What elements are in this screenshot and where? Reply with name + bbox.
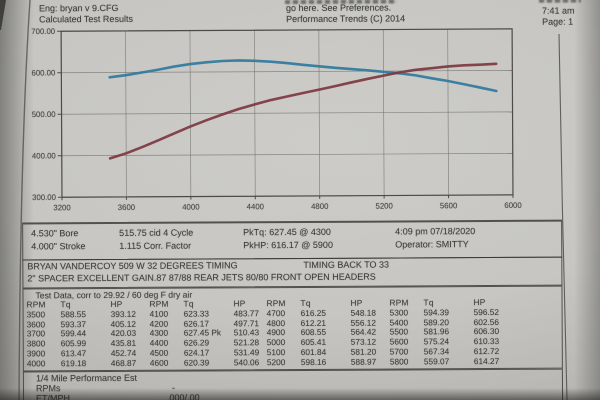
y-tick-label: 700.00 — [31, 27, 56, 36]
operator-name: Operator: SMITTY — [395, 239, 469, 250]
bottom-edge-shadow — [0, 388, 600, 400]
x-tick-label: 5200 — [375, 202, 393, 211]
data-cell: 468.87 — [110, 357, 137, 368]
y-tick-label: 600.00 — [31, 68, 56, 77]
plot-border — [60, 28, 514, 198]
data-cell: 4600 — [149, 357, 169, 368]
comments-box: BRYAN VANDERCOY 509 W 32 DEGREES TIMING … — [22, 256, 563, 289]
correction-factor: 1.115 Corr. Factor — [119, 240, 192, 251]
x-tick-label: 4000 — [182, 203, 200, 212]
right-edge-shade — [574, 0, 600, 400]
peak-torque-value: PkTq: 627.45 @ 4300 — [243, 226, 331, 238]
test-data-row: 4000 619.18 468.87 — [27, 357, 155, 369]
paper-fold-right-edge — [558, 33, 568, 400]
bore-value: 4.530" Bore — [31, 228, 79, 239]
test-data-group-1: RPM Tq HP 3500 588.55 393.12 3600 593.37 405.12 3… — [27, 299, 155, 369]
stroke-value: 4.000" Stroke — [31, 241, 86, 252]
engine-summary-box: 4.530" Bore 515.75 cid 4 Cycle PkTq: 627… — [22, 219, 563, 261]
data-cell: 5200 — [266, 356, 286, 367]
test-data-box: Test Data, corr to 29.92 / 60 deg F dry … — [22, 285, 563, 372]
y-tick-label: 400.00 — [32, 151, 57, 160]
data-cell: 614.27 — [473, 355, 500, 366]
x-tick-label: 6000 — [504, 201, 522, 210]
test-data-row: 5800 559.07 614.27 — [389, 355, 518, 367]
displacement-value: 515.75 cid 4 Cycle — [119, 227, 194, 238]
test-data-row: 4600 620.39 540.06 — [149, 357, 278, 368]
x-tick-label: 4800 — [311, 202, 329, 211]
x-tick-label: 3600 — [118, 203, 136, 212]
data-cell: 5800 — [389, 356, 409, 367]
x-tick-label: 3200 — [53, 203, 71, 212]
data-cell: 559.07 — [423, 356, 450, 367]
test-datetime: 4:09 pm 07/18/2020 — [395, 226, 476, 237]
test-data-group-3: RPM Tq HP 4700 616.25 548.18 4800 612.21 556.12 4… — [266, 298, 395, 368]
test-data-row: 5200 598.16 588.97 — [266, 356, 395, 367]
test-data-group-4: RPM Tq HP 5300 594.39 596.52 5400 589.20 602.56 5… — [389, 297, 518, 367]
comment-line1-right: TIMING BACK TO 33 — [303, 259, 390, 270]
left-edge-shade — [0, 0, 34, 400]
peak-hp-value: PkHP: 616.17 @ 5900 — [243, 239, 333, 251]
curve-tq — [108, 59, 498, 93]
data-cell: 619.18 — [60, 357, 87, 369]
grid-line-horizontal — [61, 70, 513, 74]
y-tick-label: 500.00 — [32, 110, 57, 119]
quarter-mile-title: 1/4 Mile Performance Est — [35, 372, 138, 384]
grid-line-horizontal — [61, 153, 513, 157]
data-cell: 620.39 — [183, 357, 210, 368]
x-tick-label: 4400 — [247, 202, 265, 211]
comment-line2: 2" SPACER EXCELLENT GAIN.87 87/88 REAR J… — [27, 271, 376, 284]
grid-line-horizontal — [61, 111, 513, 115]
comment-line1: BRYAN VANDERCOY 509 W 32 DEGREES TIMING — [27, 260, 238, 272]
test-data-group-2: RPM Tq HP 4100 623.33 483.77 4200 626.17 497.71 4… — [149, 298, 278, 368]
y-tick-label: 300.00 — [32, 193, 57, 202]
data-cell: 598.16 — [300, 356, 327, 367]
curve-hp — [108, 62, 498, 160]
data-cell: 588.97 — [350, 356, 377, 367]
x-tick-label: 5600 — [440, 201, 458, 210]
